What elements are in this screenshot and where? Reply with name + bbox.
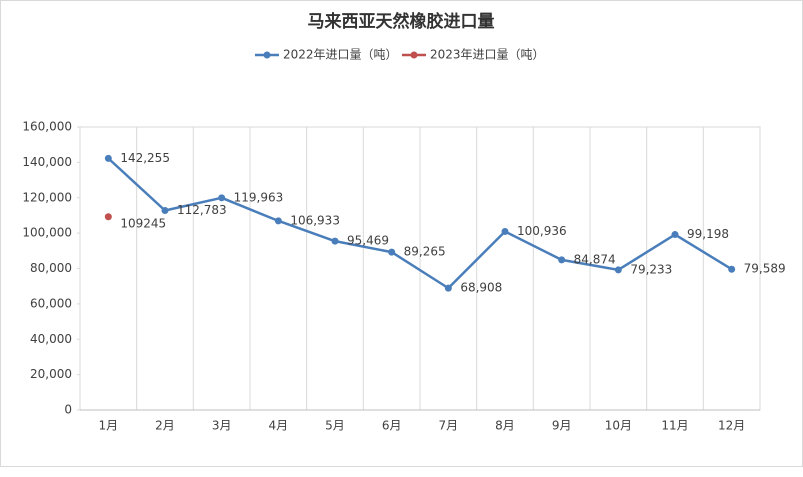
x-tick-label: 4月	[269, 419, 289, 433]
data-label: 119,963	[234, 190, 284, 204]
data-point	[558, 256, 566, 264]
legend-label: 2023年进口量（吨）	[430, 48, 545, 62]
legend-label: 2022年进口量（吨）	[283, 48, 398, 62]
data-label: 89,265	[404, 245, 446, 259]
chart-border	[0, 0, 803, 467]
data-label: 109245	[120, 216, 166, 230]
data-point	[104, 213, 112, 221]
data-point	[161, 207, 169, 215]
x-tick-label: 2月	[155, 419, 175, 433]
x-tick-label: 7月	[439, 419, 459, 433]
data-point	[331, 237, 339, 245]
chart-title: 马来西亚天然橡胶进口量	[308, 11, 495, 32]
data-point	[218, 194, 226, 202]
data-label: 112,783	[177, 203, 227, 217]
x-tick-label: 6月	[382, 419, 402, 433]
data-label: 79,233	[630, 262, 672, 276]
data-label: 68,908	[460, 281, 502, 295]
x-tick-label: 8月	[495, 419, 515, 433]
data-point	[728, 265, 736, 273]
y-tick-label: 160,000	[22, 120, 72, 134]
data-label: 95,469	[347, 234, 389, 248]
y-tick-label: 0	[64, 403, 72, 417]
x-tick-label: 3月	[212, 419, 232, 433]
data-point	[501, 227, 509, 235]
data-label: 99,198	[687, 227, 729, 241]
y-tick-label: 100,000	[22, 226, 72, 240]
x-tick-label: 1月	[99, 419, 119, 433]
data-label: 84,874	[574, 252, 616, 266]
y-tick-label: 20,000	[30, 367, 72, 381]
legend-marker	[263, 51, 271, 59]
x-tick-label: 11月	[661, 419, 688, 433]
y-tick-label: 60,000	[30, 296, 72, 310]
x-tick-label: 12月	[718, 419, 745, 433]
data-label: 142,255	[120, 151, 170, 165]
data-point	[274, 217, 282, 225]
y-tick-label: 80,000	[30, 261, 72, 275]
x-tick-label: 9月	[552, 419, 572, 433]
data-label: 106,933	[290, 213, 340, 227]
y-tick-label: 40,000	[30, 332, 72, 346]
data-point	[671, 231, 679, 239]
legend-marker	[410, 51, 418, 59]
data-label: 100,936	[517, 224, 567, 238]
data-point	[388, 248, 396, 256]
y-tick-label: 120,000	[22, 190, 72, 204]
x-tick-label: 10月	[605, 419, 632, 433]
x-tick-label: 5月	[325, 419, 345, 433]
data-label: 79,589	[744, 262, 786, 276]
data-point	[614, 266, 622, 274]
data-point	[104, 154, 112, 162]
series-line	[107, 157, 733, 290]
y-tick-label: 140,000	[22, 155, 72, 169]
data-point	[444, 284, 452, 292]
